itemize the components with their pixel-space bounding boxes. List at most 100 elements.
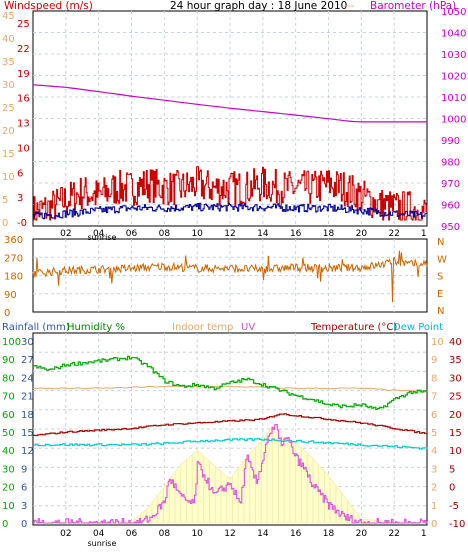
- direction-tick: 360: [4, 235, 23, 246]
- temp-x-tick: 16: [290, 529, 302, 539]
- temperature-tick: -10: [449, 519, 465, 530]
- wind-x-tick: 04: [93, 229, 105, 239]
- temperature-tick: 0: [449, 483, 455, 494]
- uv-tick: 7: [431, 392, 437, 403]
- wind-outer-tick: 35: [2, 57, 15, 68]
- wind-axis-label: Windspeed (m/s): [4, 0, 93, 12]
- wind-inner-tick: 19: [17, 69, 30, 80]
- temp-x-tick: 22: [388, 529, 399, 539]
- uv-tick: 5: [431, 428, 437, 439]
- barometer-tick: 1050: [441, 7, 466, 18]
- wind-x-tick: 22: [388, 229, 399, 239]
- uv-tick: 2: [431, 483, 437, 494]
- wind-x-tick: 06: [126, 229, 138, 239]
- wind-inner-tick: 3: [17, 193, 23, 204]
- temperature-tick: 35: [449, 355, 462, 366]
- uv-label: UV: [241, 322, 255, 333]
- dew-point-label: Dew Point: [393, 322, 443, 333]
- uv-tick: 4: [431, 446, 437, 457]
- humidity-tick: 20: [2, 483, 15, 494]
- uv-tick: 9: [431, 355, 437, 366]
- temperature-tick: 20: [449, 410, 462, 421]
- rainfall-tick: 27: [21, 355, 34, 366]
- temp-x-tick: 08: [159, 529, 171, 539]
- compass-tick: S: [437, 272, 443, 283]
- wind-outer-tick: 45: [2, 11, 15, 22]
- temperature-label: Temperature (°C): [310, 322, 397, 333]
- direction-tick: 0: [4, 308, 10, 319]
- wind-outer-tick: 20: [2, 126, 15, 137]
- barometer-tick: 960: [441, 201, 460, 212]
- uv-line: [33, 424, 428, 524]
- compass-tick: N: [437, 306, 444, 317]
- temp-x-tick: 14: [257, 529, 269, 539]
- barometer-tick: 950: [441, 222, 460, 233]
- temp-x-tick: 10: [191, 529, 203, 539]
- wind-inner-tick: 25: [17, 19, 30, 30]
- humidity-tick: 50: [2, 428, 15, 439]
- wind-inner-tick: 10: [17, 143, 30, 154]
- temp-x-tick: 02: [60, 529, 71, 539]
- compass-tick: W: [437, 254, 447, 265]
- wind-inner-tick: 16: [17, 94, 30, 105]
- humidity-tick: 100: [2, 337, 21, 348]
- temperature-line: [33, 413, 428, 437]
- barometer-tick: 1030: [441, 50, 466, 61]
- barometer-tick: 1040: [441, 29, 466, 40]
- chart-title: 24 hour graph day : 18 June 2010: [170, 0, 347, 12]
- sunrise-label: sunrise: [87, 233, 116, 242]
- temp-x-tick: 06: [126, 529, 138, 539]
- uv-tick: 3: [431, 464, 437, 475]
- rainfall-label: Rainfall (mm): [2, 322, 70, 333]
- humidity-label: Humidity %: [67, 322, 125, 333]
- barometer-tick: 1010: [441, 93, 466, 104]
- wind-x-tick: 08: [159, 229, 171, 239]
- rainfall-tick: 18: [21, 410, 34, 421]
- wind-x-tick: 10: [191, 229, 203, 239]
- direction-tick: 90: [4, 290, 17, 301]
- rainfall-tick: 15: [21, 428, 34, 439]
- wind-x-tick: 18: [323, 229, 335, 239]
- temperature-tick: 15: [449, 428, 462, 439]
- humidity-tick: 10: [2, 501, 15, 512]
- rainfall-tick: 21: [21, 392, 34, 403]
- direction-tick: 180: [4, 272, 23, 283]
- rainfall-tick: 24: [21, 373, 34, 384]
- wind-outer-tick: 30: [2, 80, 15, 91]
- temp-x-tick: 04: [93, 529, 105, 539]
- rainfall-tick: 0: [21, 519, 27, 530]
- temp-x-tick: 1: [421, 529, 427, 539]
- indoor-temp-label: Indoor temp: [172, 322, 233, 333]
- temperature-tick: 30: [449, 373, 462, 384]
- humidity-tick: 60: [2, 410, 15, 421]
- temp-x-tick: 18: [323, 529, 335, 539]
- wind-x-tick: 14: [257, 229, 269, 239]
- wind-outer-tick: 5: [2, 195, 8, 206]
- wind-x-tick: 02: [60, 229, 71, 239]
- compass-tick: E: [437, 289, 443, 300]
- rainfall-tick: 6: [21, 483, 27, 494]
- temperature-tick: 40: [449, 337, 462, 348]
- dew-point-line: [33, 438, 428, 450]
- barometer-marker: ---: [343, 0, 355, 12]
- temperature-tick: 10: [449, 446, 462, 457]
- rainfall-tick: 9: [21, 464, 27, 475]
- wind-outer-tick: 0: [2, 218, 8, 229]
- wind-x-tick: 12: [224, 229, 235, 239]
- wind-inner-tick: 6: [17, 168, 23, 179]
- uv-tick: 10: [431, 337, 444, 348]
- barometer-tick: 1000: [441, 115, 466, 126]
- wind-outer-tick: 10: [2, 172, 15, 183]
- temp-x-tick: 20: [356, 529, 368, 539]
- solar-area: [33, 427, 428, 524]
- humidity-tick: 70: [2, 392, 15, 403]
- rainfall-tick: 30: [21, 337, 34, 348]
- temperature-tick: 5: [449, 464, 455, 475]
- indoor-temp-line: [33, 385, 428, 393]
- humidity-tick: 30: [2, 464, 15, 475]
- barometer-tick: 990: [441, 136, 460, 147]
- temperature-tick: -5: [449, 501, 459, 512]
- humidity-tick: 80: [2, 373, 15, 384]
